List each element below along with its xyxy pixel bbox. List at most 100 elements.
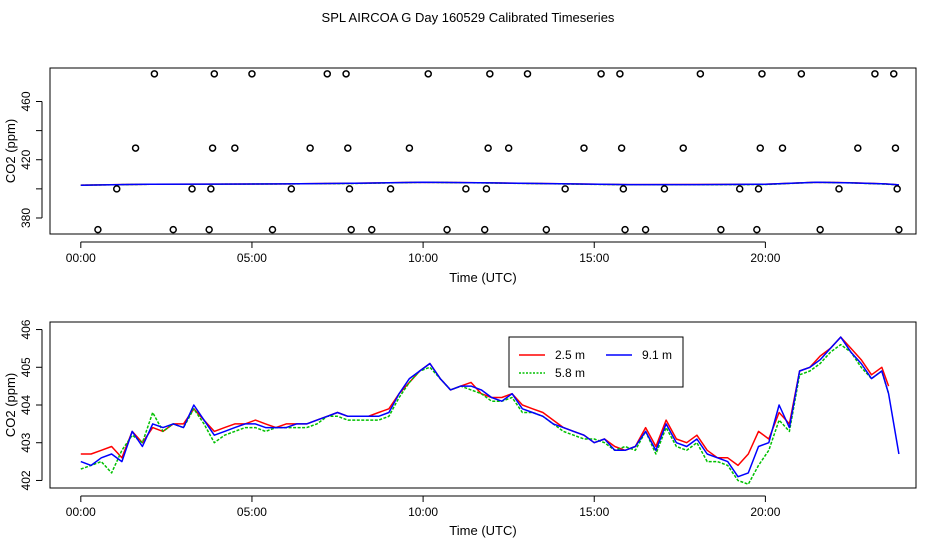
calibration-point [835,185,843,193]
panel-top-x-tick-label: 05:00 [237,251,267,265]
panel-bottom-series-lines [80,336,900,485]
panel-bottom-y-tick-label: 402 [19,470,33,490]
panel-top-y-tick-label: 420 [19,149,33,169]
panel-bottom-x-tick-label: 15:00 [579,505,609,519]
calibration-point [895,225,903,234]
calibration-point [816,225,824,234]
calibration-point [617,144,626,152]
calibration-point [871,70,879,78]
calibration-point [169,225,177,234]
calibration-point [754,185,763,193]
calibration-point [486,70,494,78]
calibration-point [287,185,296,193]
calibration-point [778,144,787,152]
panel-top-frame [49,67,917,235]
calibration-point [248,70,256,78]
calibration-point [207,185,215,193]
calibration-point [542,225,551,234]
calibration-point [210,70,219,78]
panel-top-x-tick-label: 10:00 [408,251,438,265]
panel-top-y-title: CO2 (ppm) [3,119,18,183]
panel-top-x-tick-label: 20:00 [750,251,780,265]
calibration-point [735,185,744,193]
calibration-point [854,144,862,152]
panel-top-y-axis: 380 420 460 [19,91,43,228]
panel-bottom-series-9-1-m [80,336,900,478]
calibration-point [482,185,491,193]
calibration-point [188,185,196,193]
calibration-point [758,70,766,78]
calibration-point [386,185,395,193]
panel-bottom-x-tick-label: 10:00 [408,505,438,519]
panel-top-y-tick-label: 380 [19,208,33,228]
calibration-point [345,185,354,193]
calibration-point [580,144,588,152]
panel-top-calibration-points [94,70,903,234]
calibration-point [268,225,277,234]
calibration-point [443,225,451,234]
calibration-point [717,225,725,234]
calibration-point [621,225,629,234]
calibration-point [94,225,102,234]
legend: 2.5 m 9.1 m 5.8 m [508,336,684,388]
calibration-point [342,70,350,78]
calibration-point [208,144,217,152]
legend-label-5-8m: 5.8 m [555,366,585,380]
calibration-point [891,144,900,152]
panel-top-x-axis: 00:00 05:00 10:00 15:00 20:00 [66,241,781,265]
calibration-point [893,185,901,193]
calibration-point [753,225,761,234]
calibration-point [619,185,628,193]
panel-bottom-x-axis: 00:00 05:00 10:00 15:00 20:00 [66,495,781,519]
calibration-point [641,225,650,234]
panel-bottom-y-title: CO2 (ppm) [3,373,18,437]
panel-top-x-tick-label: 15:00 [579,251,609,265]
panel-bottom-frame [49,321,917,489]
calibration-point [561,185,569,193]
calibration-point [344,144,352,152]
legend-label-9-1m: 9.1 m [642,348,672,362]
calibration-point [679,144,687,152]
page-title: SPL AIRCOA G Day 160529 Calibrated Times… [322,10,615,25]
panel-bottom-x-tick-label: 20:00 [750,505,780,519]
panel-top: 380 420 460 00:00 05:00 10:00 15:00 20:00 Time… [3,67,917,285]
legend-label-2-5m: 2.5 m [555,348,585,362]
calibration-point [616,70,624,78]
panel-bottom-x-title: Time (UTC) [449,523,516,538]
calibration-point [347,225,355,234]
calibration-point [890,70,898,78]
panel-bottom-y-tick-label: 406 [19,319,33,339]
panel-bottom-series-2-5-m [80,336,890,467]
panel-bottom-x-tick-label: 05:00 [237,505,267,519]
calibration-point [205,225,213,234]
legend-box [508,336,684,388]
calibration-point [597,70,605,78]
panel-top-trend-lines [80,181,899,186]
calibration-point [131,144,140,152]
panel-bottom-y-tick-label: 405 [19,357,33,377]
panel-top-y-tick-label: 460 [19,91,33,111]
calibration-point [484,144,492,152]
calibration-point [405,144,414,152]
calibration-point [368,225,376,234]
calibration-point [696,70,705,78]
calibration-point [323,70,332,78]
calibration-point [424,70,432,78]
calibration-point [150,70,159,78]
calibration-point [112,185,121,193]
calibration-point [523,70,532,78]
panel-bottom-y-axis: 402 403 404 405 406 [19,319,43,490]
calibration-point [462,185,470,193]
panel-bottom-y-tick-label: 403 [19,432,33,452]
calibration-point [660,185,669,193]
panel-top-x-tick-label: 00:00 [66,251,96,265]
calibration-point [480,225,489,234]
calibration-point [306,144,314,152]
panel-top-series-9-1-m [80,181,899,186]
calibration-point [756,144,765,152]
panel-top-x-title: Time (UTC) [449,270,516,285]
calibration-point [504,144,513,152]
panel-bottom-x-tick-label: 00:00 [66,505,96,519]
